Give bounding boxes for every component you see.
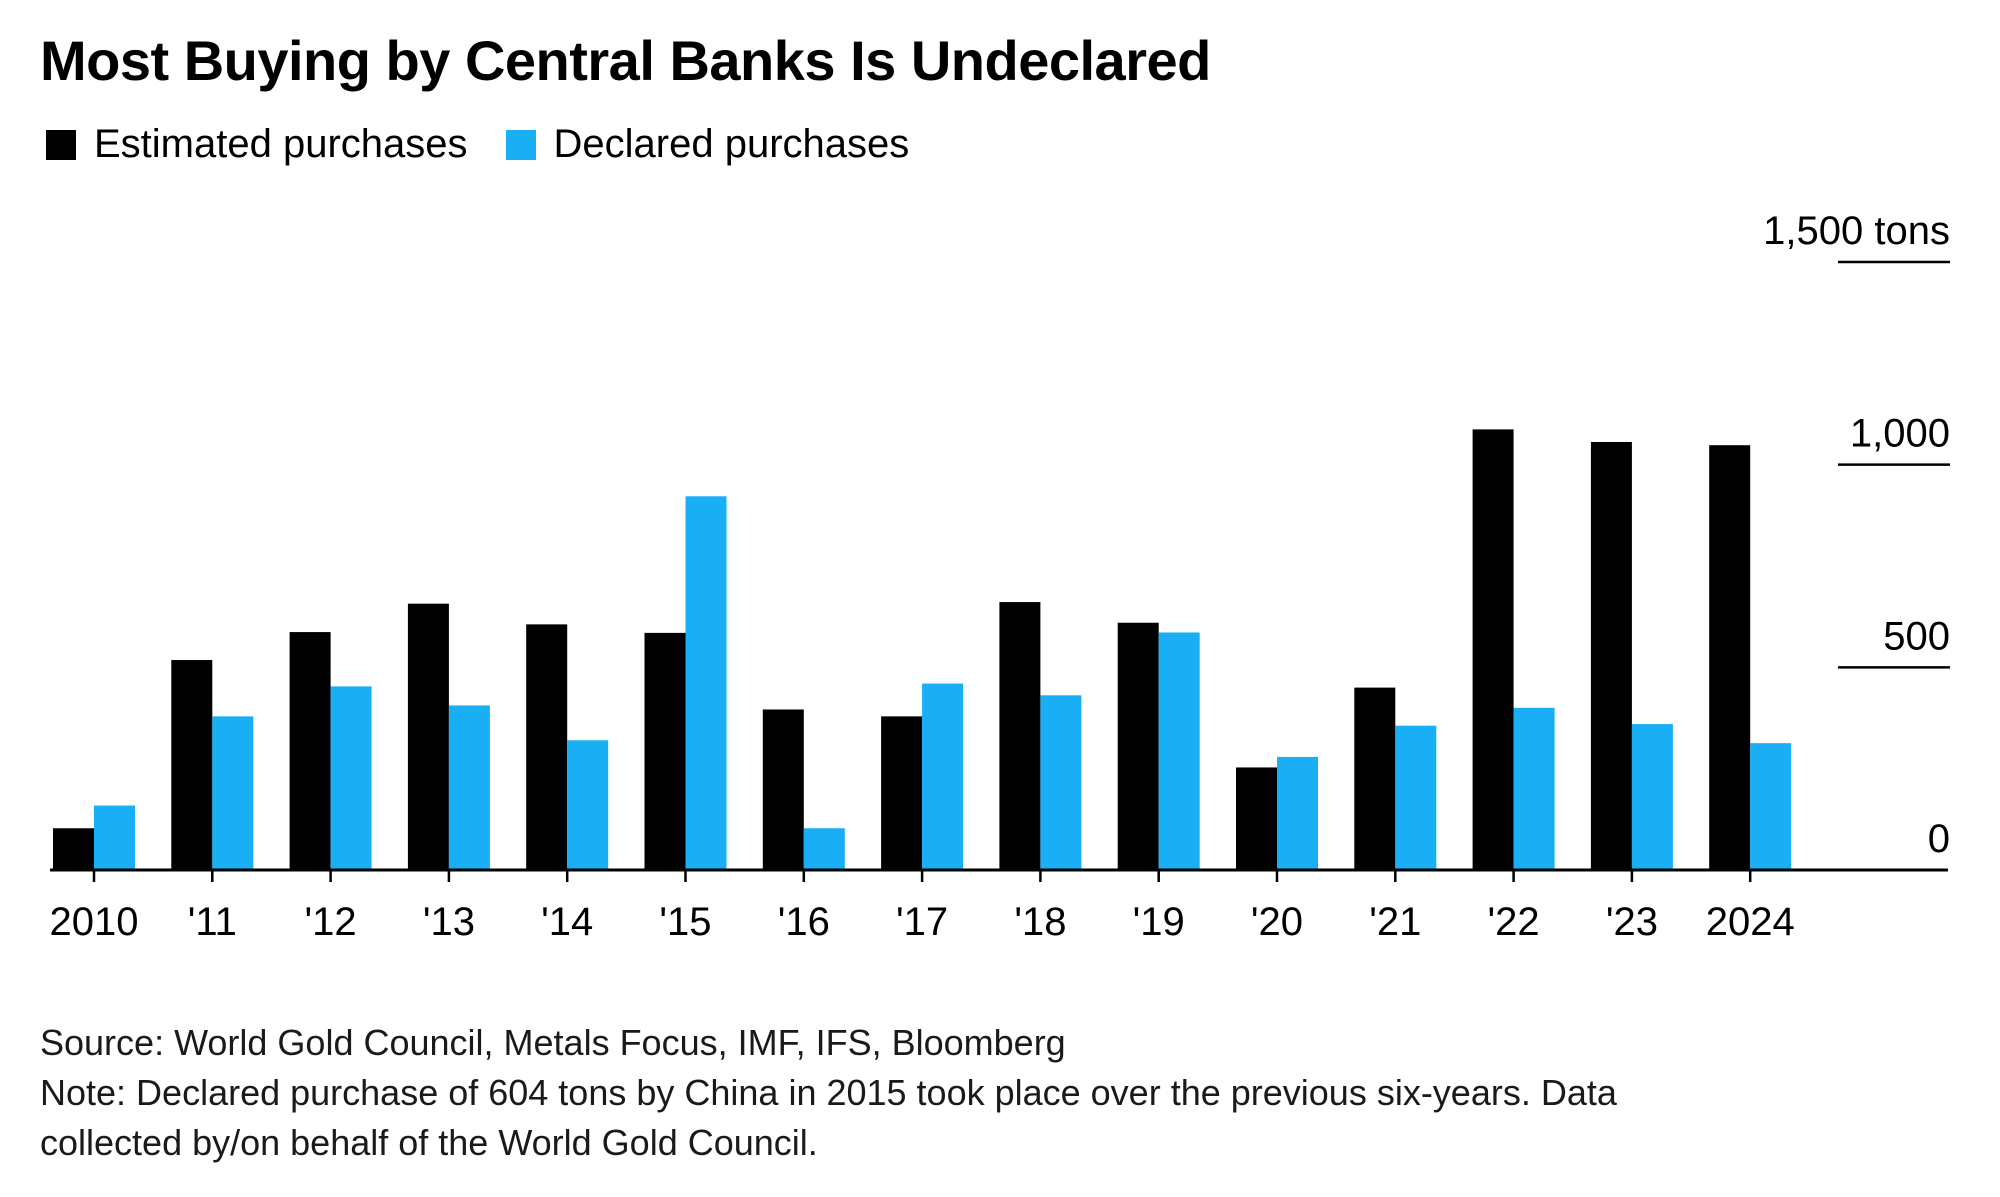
x-tick-label: '13 [423,900,475,944]
bar-declared [1631,724,1673,870]
bar-declared [448,705,490,870]
x-tick-label: '19 [1133,900,1185,944]
bar-estimated [644,632,686,870]
legend-item-declared: Declared purchases [505,122,910,167]
x-tick-label: '18 [1014,900,1066,944]
bar-estimated [526,624,568,870]
bar-declared [803,828,845,870]
chart-title: Most Buying by Central Banks Is Undeclar… [40,29,1211,92]
bar-estimated [881,716,923,870]
x-tick-label: '15 [659,900,711,944]
x-tick-label: '12 [305,900,357,944]
x-tick-label: '23 [1606,900,1658,944]
bar-declared [1513,707,1555,870]
bar-declared [1395,725,1437,870]
x-tick-label: 2024 [1706,900,1795,944]
bar-estimated [999,602,1041,870]
footnote: Note: Declared purchase of 604 tons by C… [40,1068,1617,1168]
legend-swatch-declared [505,129,536,160]
y-tick-label: 1,500 tons [1763,209,1950,253]
x-tick-label: '22 [1488,900,1540,944]
source-note: Source: World Gold Council, Metals Focus… [40,1022,1066,1063]
x-tick-label: '14 [541,900,593,944]
x-tick-label: '16 [778,900,830,944]
x-tick-label: '20 [1251,900,1303,944]
bar-estimated [407,603,449,870]
bar-estimated [1472,429,1514,870]
legend: Estimated purchases Declared purchases [46,122,947,167]
bar-estimated [1354,687,1396,870]
bar-estimated [289,632,331,870]
bar-declared [1750,743,1792,870]
bar-estimated [1236,767,1277,870]
bar-declared [1277,756,1318,870]
footnote-line-1: Note: Declared purchase of 604 tons by C… [40,1072,1617,1113]
x-tick-label: '11 [188,900,237,944]
bar-estimated [1117,622,1159,870]
y-tick-label: 0 [1928,817,1950,861]
bar-declared [330,686,372,870]
bar-estimated [1590,441,1632,870]
bar-declared [922,683,964,870]
bar-declared [567,740,609,870]
legend-label-estimated: Estimated purchases [94,122,468,166]
y-tick-label: 500 [1883,614,1950,658]
footnote-line-2: collected by/on behalf of the World Gold… [40,1122,818,1163]
bar-estimated [1709,445,1751,870]
x-tick-label: '21 [1369,900,1421,944]
bar-declared [1040,695,1082,870]
legend-swatch-estimated [46,129,76,160]
bar-estimated [53,828,94,870]
bar-declared [212,716,254,870]
bar-estimated [171,660,213,870]
bar-declared [685,496,727,870]
bar-declared [94,805,135,870]
y-tick-label: 1,000 [1850,412,1950,456]
legend-item-estimated: Estimated purchases [46,122,468,167]
bar-declared [1158,632,1200,870]
x-tick-label: 2010 [50,900,139,944]
legend-label-declared: Declared purchases [553,122,910,166]
x-tick-label: '17 [896,900,948,944]
bar-estimated [762,709,804,870]
